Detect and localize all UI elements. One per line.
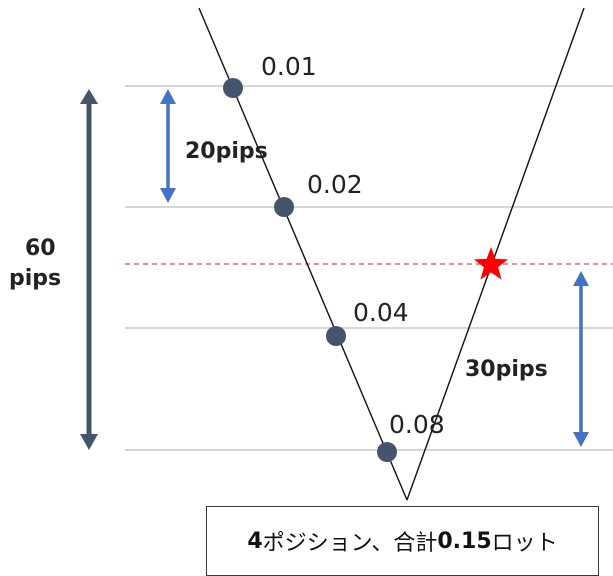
total-lot: 0.15 [437, 528, 492, 554]
positions-text: ポジション、合計 [262, 531, 438, 556]
entry-point-1 [223, 78, 243, 98]
range-label-unit: pips [9, 266, 61, 291]
positions-count: 4 [247, 528, 263, 554]
star-icon [473, 247, 509, 280]
take-profit-arrow-head-bottom [573, 432, 589, 447]
price-path-up [406, 7, 585, 501]
take-profit-label: 30pips [465, 357, 548, 382]
entry-point-4 [377, 442, 397, 462]
interval-label: 20pips [185, 139, 268, 164]
entry-point-3 [326, 326, 346, 346]
range-arrow-head-top [80, 89, 98, 104]
interval-arrow-head-top [160, 89, 176, 104]
take-profit-arrow-head-top [573, 271, 589, 286]
lot-unit: ロット [491, 531, 558, 556]
lot-label-2: 0.02 [307, 170, 363, 199]
interval-arrow-head-bottom [160, 188, 176, 203]
range-label-number: 60 [25, 236, 56, 261]
entry-point-2 [274, 197, 294, 217]
lot-label-1: 0.01 [261, 52, 317, 81]
range-arrow-head-bottom [80, 434, 98, 450]
summary-box: 4 ポジション、合計 0.15 ロット [206, 506, 599, 576]
lot-label-4: 0.08 [389, 410, 445, 439]
lot-label-3: 0.04 [353, 298, 409, 327]
